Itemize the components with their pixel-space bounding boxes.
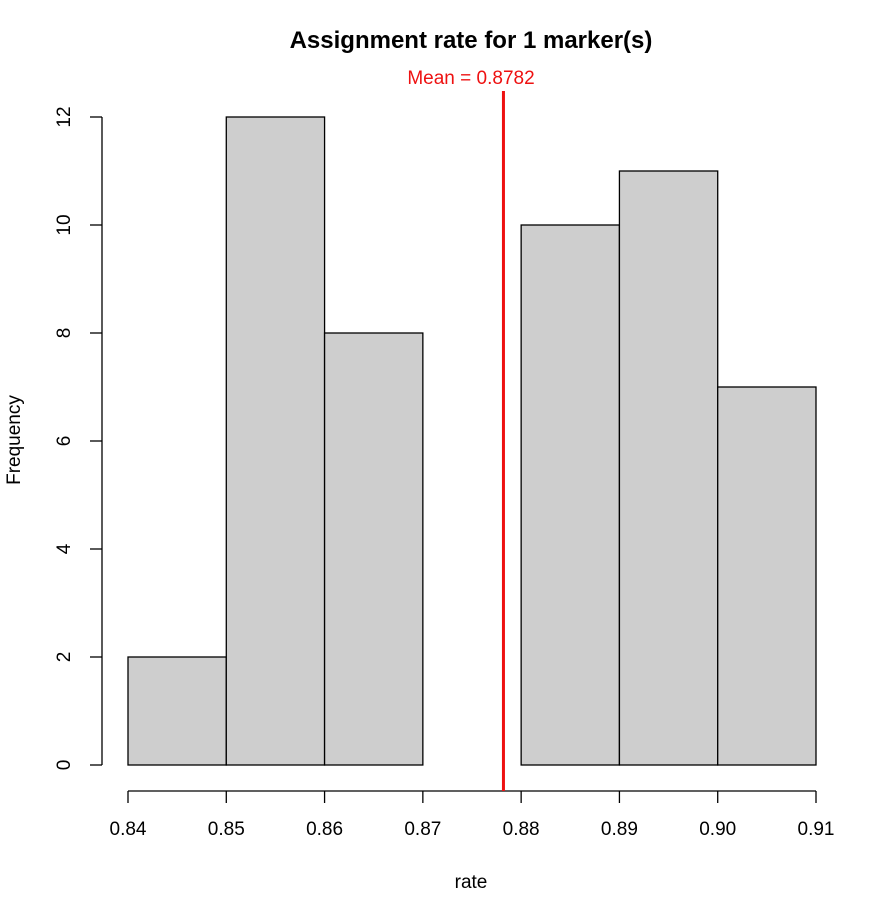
x-tick-label: 0.88 [503, 819, 540, 840]
mean-line-group: Mean = 0.8782 [407, 68, 535, 791]
y-tick-label: 2 [54, 652, 75, 663]
mean-label: Mean = 0.8782 [407, 68, 534, 89]
y-tick-label: 10 [54, 214, 75, 235]
y-tick-label: 6 [54, 436, 75, 447]
x-axis: 0.84 0.85 0.86 0.87 0.88 0.89 0.90 0.91 [110, 790, 835, 840]
x-tick-label: 0.89 [601, 819, 638, 840]
y-tick-label: 12 [54, 106, 75, 127]
x-tick-label: 0.85 [208, 819, 245, 840]
y-tick-label: 0 [54, 760, 75, 771]
histogram-bar-5 [618, 170, 719, 766]
y-axis-label: Frequency [4, 395, 25, 485]
chart-title: Assignment rate for 1 marker(s) [290, 27, 653, 54]
histogram-bar-2 [323, 332, 424, 766]
histogram-bar-1 [225, 116, 326, 766]
x-tick-label: 0.84 [110, 819, 147, 840]
histogram-bar-0 [127, 656, 227, 766]
y-axis: 0 2 4 6 8 10 12 [54, 106, 103, 771]
histogram-bar-4 [520, 224, 621, 766]
x-axis-label: rate [455, 872, 488, 893]
y-tick-label: 8 [54, 328, 75, 339]
bars-group [127, 116, 817, 766]
y-tick-label: 4 [54, 543, 75, 554]
x-tick-label: 0.91 [798, 819, 835, 840]
x-tick-label: 0.87 [404, 819, 441, 840]
x-tick-label: 0.86 [306, 819, 343, 840]
x-tick-label: 0.90 [699, 819, 736, 840]
histogram-bar-6 [717, 386, 817, 766]
